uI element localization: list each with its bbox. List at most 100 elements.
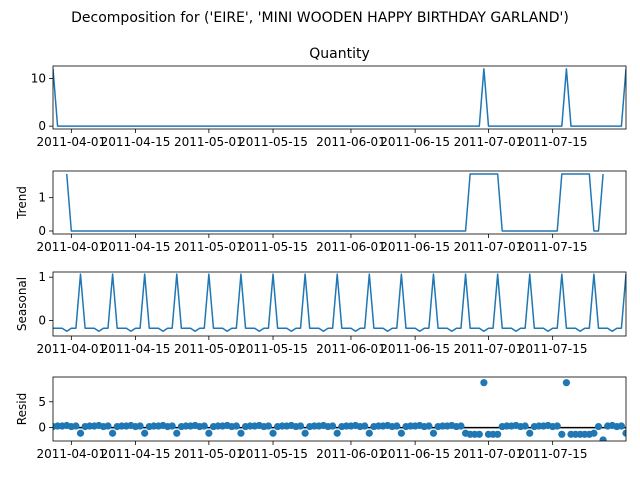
resid-point [72, 422, 80, 430]
y-tick-label: 0 [38, 421, 46, 435]
resid-point [594, 422, 603, 431]
resid-point [475, 430, 483, 438]
resid-point [526, 429, 534, 437]
x-tick-label: 2011-07-01 [454, 342, 524, 356]
resid-point [599, 436, 607, 441]
resid-point [232, 422, 240, 430]
resid-point [269, 429, 277, 437]
resid-point [104, 422, 112, 430]
figure-suptitle: Decomposition for ('EIRE', 'MINI WOODEN … [71, 10, 569, 26]
resid-point [333, 429, 341, 437]
x-tick-label: 2011-04-15 [101, 342, 171, 356]
resid-point [558, 430, 566, 438]
resid-point [200, 422, 208, 430]
resid-point [617, 422, 626, 430]
resid-point [76, 429, 85, 437]
resid-point [365, 429, 373, 437]
y-tick-label: 0 [38, 224, 46, 238]
x-tick-label: 2011-06-01 [316, 447, 386, 461]
x-tick-label: 2011-05-15 [238, 135, 308, 149]
resid-point [205, 429, 213, 437]
y-tick-label: 0 [38, 119, 46, 133]
x-tick-label: 2011-04-01 [36, 135, 106, 149]
y-tick-label: 5 [38, 395, 46, 409]
series-line [66, 173, 604, 232]
resid-point [521, 422, 529, 430]
x-tick-label: 2011-06-01 [316, 342, 386, 356]
y-axis-label: Trend [15, 186, 29, 220]
x-tick-label: 2011-05-01 [174, 447, 244, 461]
x-tick-label: 2011-07-15 [518, 447, 588, 461]
resid-point [136, 422, 144, 430]
resid-point [425, 422, 433, 430]
x-tick-label: 2011-04-01 [36, 342, 106, 356]
series-line [53, 273, 626, 332]
x-tick-label: 2011-04-01 [36, 240, 106, 254]
series-line [53, 68, 626, 127]
plot-area [66, 173, 604, 232]
x-tick-label: 2011-06-15 [380, 447, 450, 461]
axes-frame [52, 170, 627, 235]
x-tick-label: 2011-04-01 [36, 447, 106, 461]
x-tick-label: 2011-07-01 [454, 135, 524, 149]
resid-point [361, 422, 369, 430]
x-tick-label: 2011-07-01 [454, 240, 524, 254]
x-tick-label: 2011-06-01 [316, 240, 386, 254]
y-axis-label: Seasonal [15, 277, 29, 331]
resid-point [173, 429, 181, 437]
resid-point [480, 379, 488, 387]
y-tick-label: 1 [38, 270, 46, 284]
plot-area [53, 379, 626, 441]
x-tick-label: 2011-07-01 [454, 447, 524, 461]
resid-point [168, 422, 176, 430]
x-tick-label: 2011-05-15 [238, 447, 308, 461]
x-tick-label: 2011-07-15 [518, 135, 588, 149]
resid-point [622, 429, 626, 437]
x-tick-label: 2011-04-15 [101, 447, 171, 461]
axes-frame [52, 376, 627, 442]
x-tick-label: 2011-05-15 [238, 240, 308, 254]
y-axis-label: Resid [15, 393, 29, 425]
resid-point [397, 429, 405, 437]
x-tick-label: 2011-06-15 [380, 342, 450, 356]
x-tick-label: 2011-05-01 [174, 240, 244, 254]
x-tick-label: 2011-05-15 [238, 342, 308, 356]
x-tick-label: 2011-07-15 [518, 342, 588, 356]
resid-point [329, 422, 337, 430]
x-tick-label: 2011-04-15 [101, 135, 171, 149]
x-tick-label: 2011-05-01 [174, 135, 244, 149]
resid-point [141, 429, 149, 437]
resid-point [590, 429, 598, 437]
resid-point [237, 429, 245, 437]
resid-point [108, 429, 117, 437]
resid-point [429, 429, 438, 437]
x-tick-label: 2011-05-01 [174, 342, 244, 356]
y-tick-label: 10 [31, 71, 46, 85]
axes-frame [52, 65, 627, 130]
x-tick-label: 2011-04-15 [101, 240, 171, 254]
y-tick-label: 0 [38, 313, 46, 327]
x-tick-label: 2011-06-15 [380, 135, 450, 149]
y-tick-label: 1 [38, 191, 46, 205]
x-tick-label: 2011-06-01 [316, 135, 386, 149]
plot-area [53, 68, 626, 127]
resid-point [562, 379, 571, 387]
panel-title: Quantity [309, 46, 370, 62]
x-tick-label: 2011-06-15 [380, 240, 450, 254]
plot-area [53, 273, 626, 332]
resid-point [457, 422, 465, 430]
resid-point [296, 422, 305, 430]
resid-point [393, 422, 401, 430]
resid-point [494, 430, 502, 438]
axes-frame [52, 271, 627, 337]
resid-point [301, 429, 309, 437]
resid-point [553, 422, 561, 430]
resid-point [264, 422, 273, 430]
x-tick-label: 2011-07-15 [518, 240, 588, 254]
